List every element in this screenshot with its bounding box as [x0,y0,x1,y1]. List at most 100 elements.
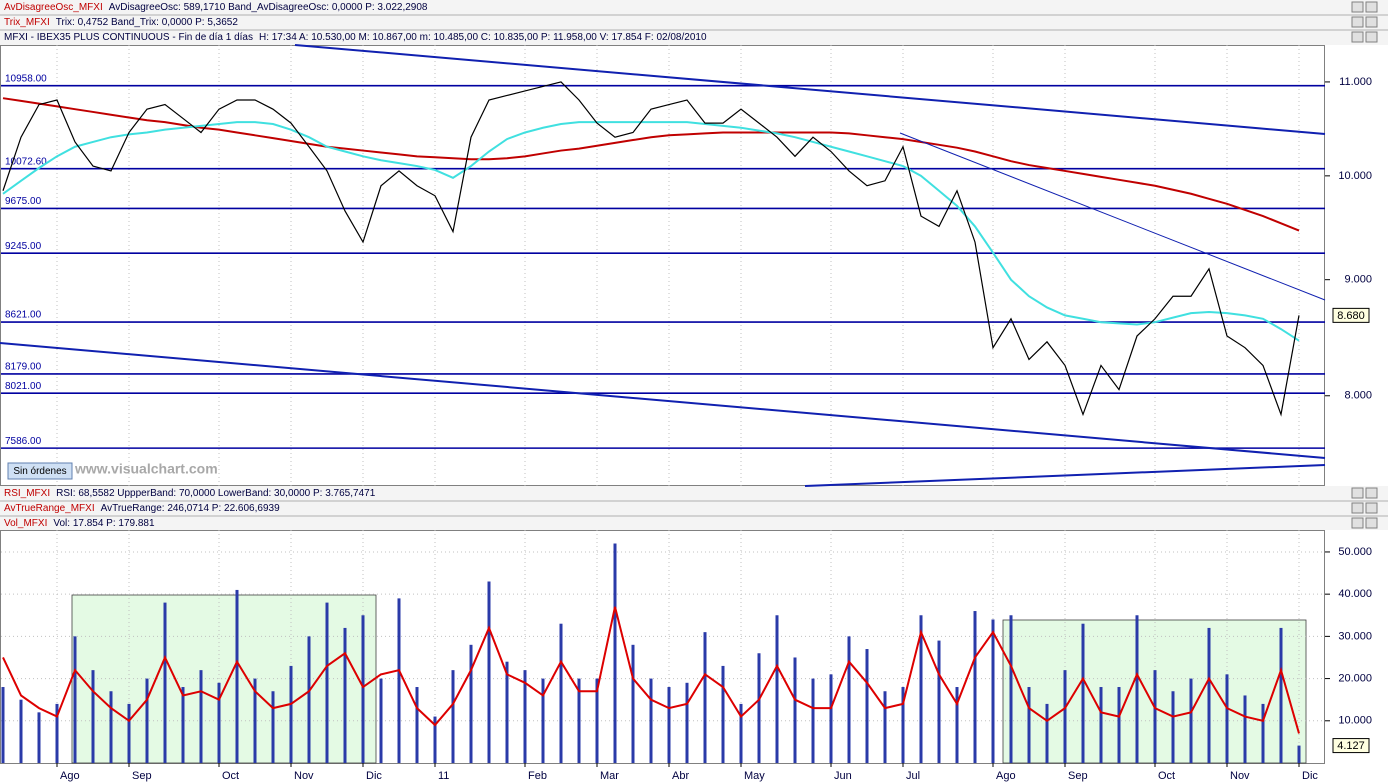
panel-header: AvDisagreeOsc_MFXI AvDisagreeOsc: 589,171… [4,2,428,13]
window-button[interactable] [1365,517,1378,529]
volume-bar [631,644,635,763]
volume-bar [289,665,293,763]
volume-bar [379,678,383,763]
window-button[interactable] [1365,16,1378,28]
order-button-label[interactable]: Sin órdenes [13,466,66,477]
volume-bar [199,670,203,763]
indicator-info: AvDisagreeOsc: 589,1710 Band_AvDisagreeO… [109,2,428,13]
last-value-box [1332,307,1370,323]
volume-bar [1207,627,1211,763]
volume-bar [1027,687,1031,763]
level-label: 10958.00 [5,73,47,84]
window-button[interactable] [1365,487,1378,499]
indicator-name: Trix_MFXI [4,17,50,28]
volume-bar [217,682,221,763]
volume-bar [1171,691,1175,763]
volume-bar [415,687,419,763]
indicator-name: AvDisagreeOsc_MFXI [4,2,103,13]
header-strip [0,486,1388,530]
trend-line [294,44,1326,135]
volume-bar [793,657,797,763]
volume-bar [1063,670,1067,763]
chart-layer: 11.000 10.000 9.000 8.000 10958.00 10072.60 96… [1,45,1372,782]
x-tick-label: Jul [906,770,920,782]
series-line [2,606,1300,734]
level-label: 10072.60 [5,156,47,167]
volume-bar [541,678,545,763]
level-label: 8021.00 [5,381,42,392]
window-button[interactable] [1351,487,1364,499]
x-tick-label: Jun [834,770,852,782]
panel-header: RSI_MFXI RSI: 68,5582 UppperBand: 70,0000… [4,488,376,499]
y-tick-label: 50.000 [1338,546,1372,558]
order-button[interactable] [7,462,73,480]
watermark: www.visualchart.com [74,461,218,477]
x-tick-label: Dic [366,770,382,782]
volume-bar [595,678,599,763]
volume-bar [91,670,95,763]
window-button[interactable] [1365,502,1378,514]
volume-bar [955,687,959,763]
volume-bar [523,670,527,763]
window-button[interactable] [1365,1,1378,13]
x-tick-label: Oct [1158,770,1175,782]
volume-bar [559,623,563,763]
indicator-info: H: 17:34 A: 10.530,00 M: 10.867,00 m: 10… [259,32,707,43]
window-button[interactable] [1365,31,1378,43]
x-tick-label: Abr [672,770,689,782]
volume-bar [919,615,923,763]
volume-bar [325,602,329,763]
volume-bar [865,649,869,763]
volume-bar [181,687,185,763]
series-line [2,121,1300,342]
volume-bar [775,615,779,763]
window-button[interactable] [1351,517,1364,529]
indicator-name: RSI_MFXI [4,488,50,499]
volume-bar [1153,670,1157,763]
volume-bar [487,581,491,763]
volume-bar [1135,615,1139,763]
indicator-info: AvTrueRange: 246,0714 P: 22.606,6939 [101,503,280,514]
panel-header: AvTrueRange_MFXI AvTrueRange: 246,0714 P:… [4,503,280,514]
trend-line [899,132,1326,301]
volume-bar [1117,687,1121,763]
volume-bar [271,691,275,763]
volume-bar [613,543,617,763]
volume-bar [703,632,707,763]
volume-bar [109,691,113,763]
indicator-name: Vol_MFXI [4,518,47,529]
window-button[interactable] [1351,31,1364,43]
window-buttons [1351,1,1378,529]
price-panel [0,45,1325,486]
level-label: 8621.00 [5,310,42,321]
volume-bar [343,627,347,763]
y-tick-label: 30.000 [1338,630,1372,642]
last-value-box [1332,738,1370,754]
header-strip [0,0,1388,45]
x-tick-label: Feb [528,770,547,782]
y-tick-label: 10.000 [1338,715,1372,727]
window-button[interactable] [1351,1,1364,13]
volume-bar [19,699,23,763]
volume-bar [73,636,77,763]
volume-bar [1297,745,1301,763]
window-button[interactable] [1351,16,1364,28]
x-tick-label: Nov [1230,770,1250,782]
x-tick-label: May [744,770,765,782]
volume-bar [1099,687,1103,763]
volume-bar [145,678,149,763]
volume-bar [451,670,455,763]
x-tick-label: Dic [1302,770,1318,782]
volume-bar [55,703,59,763]
volume-bar [883,691,887,763]
x-tick-label: 11 [438,770,449,782]
volume-bar [361,615,365,763]
last-value-label: 8.680 [1337,310,1365,322]
volume-bar [991,619,995,763]
volume-bar [1243,695,1247,763]
volume-bar [253,678,257,763]
window-button[interactable] [1351,502,1364,514]
indicator-name: MFXI - IBEX35 PLUS CONTINUOUS - Fin de d… [4,32,253,43]
volume-bar [1,687,5,763]
volume-bar [685,682,689,763]
